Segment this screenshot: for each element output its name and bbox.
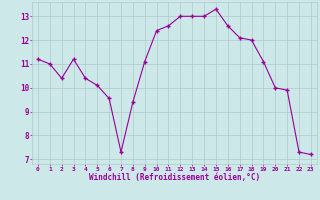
X-axis label: Windchill (Refroidissement éolien,°C): Windchill (Refroidissement éolien,°C)	[89, 173, 260, 182]
